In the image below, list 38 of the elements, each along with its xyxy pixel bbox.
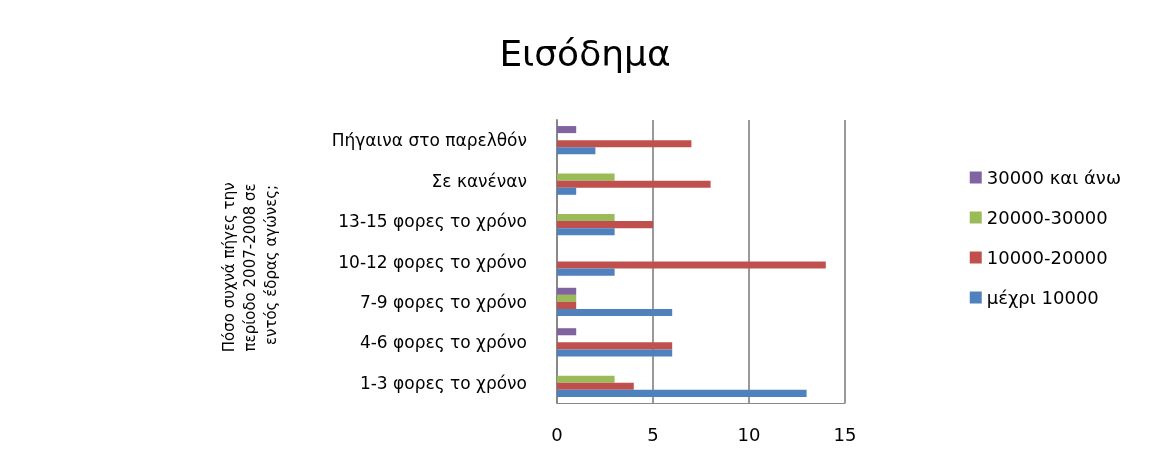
- y-tick-label: 7-9 φορες το χρόνο: [359, 291, 527, 312]
- bar: [557, 342, 673, 350]
- chart-title: Εισόδημα: [499, 32, 671, 74]
- bar: [557, 221, 653, 229]
- x-tick-label: 0: [551, 423, 563, 445]
- y-tick-label: 4-6 φορες το χρόνο: [359, 332, 527, 353]
- bar: [557, 287, 577, 295]
- bar: [557, 349, 673, 357]
- bar: [557, 301, 577, 309]
- bar: [557, 147, 596, 155]
- legend-label: 10000-20000: [986, 247, 1108, 268]
- y-tick-label: Σε κανέναν: [431, 170, 527, 191]
- bar: [557, 228, 615, 236]
- y-tick-label: 10-12 φορες το χρόνο: [338, 251, 527, 272]
- bar: [557, 294, 577, 302]
- bar: [557, 126, 577, 134]
- x-tick-label: 15: [833, 423, 857, 445]
- bar: [557, 375, 615, 383]
- bar: [557, 140, 692, 148]
- bar: [557, 261, 826, 269]
- bar: [557, 214, 615, 222]
- bar: [557, 173, 615, 181]
- legend-label: 30000 και άνω: [986, 167, 1121, 188]
- x-tick-label: 10: [737, 423, 761, 445]
- y-tick-label: Πήγαινα στο παρελθόν: [331, 130, 527, 151]
- bar: [557, 328, 577, 336]
- legend-label: 20000-30000: [986, 207, 1108, 228]
- y-axis-title: Πόσο συχνά πήγες την περίοδο 2007-2008 σε εντός έδρας αγώνες;: [220, 177, 280, 353]
- x-tick-label: 5: [647, 423, 659, 445]
- y-tick-label: 1-3 φορες το χρόνο: [359, 372, 527, 393]
- bar: [557, 389, 807, 397]
- legend-label: μέχρι 10000: [986, 287, 1099, 308]
- y-tick-label: 13-15 φορες το χρόνο: [338, 211, 527, 232]
- bar: [557, 180, 711, 188]
- bar: [557, 309, 673, 317]
- bar: [557, 187, 577, 195]
- bar: [557, 268, 615, 276]
- bar: [557, 382, 634, 390]
